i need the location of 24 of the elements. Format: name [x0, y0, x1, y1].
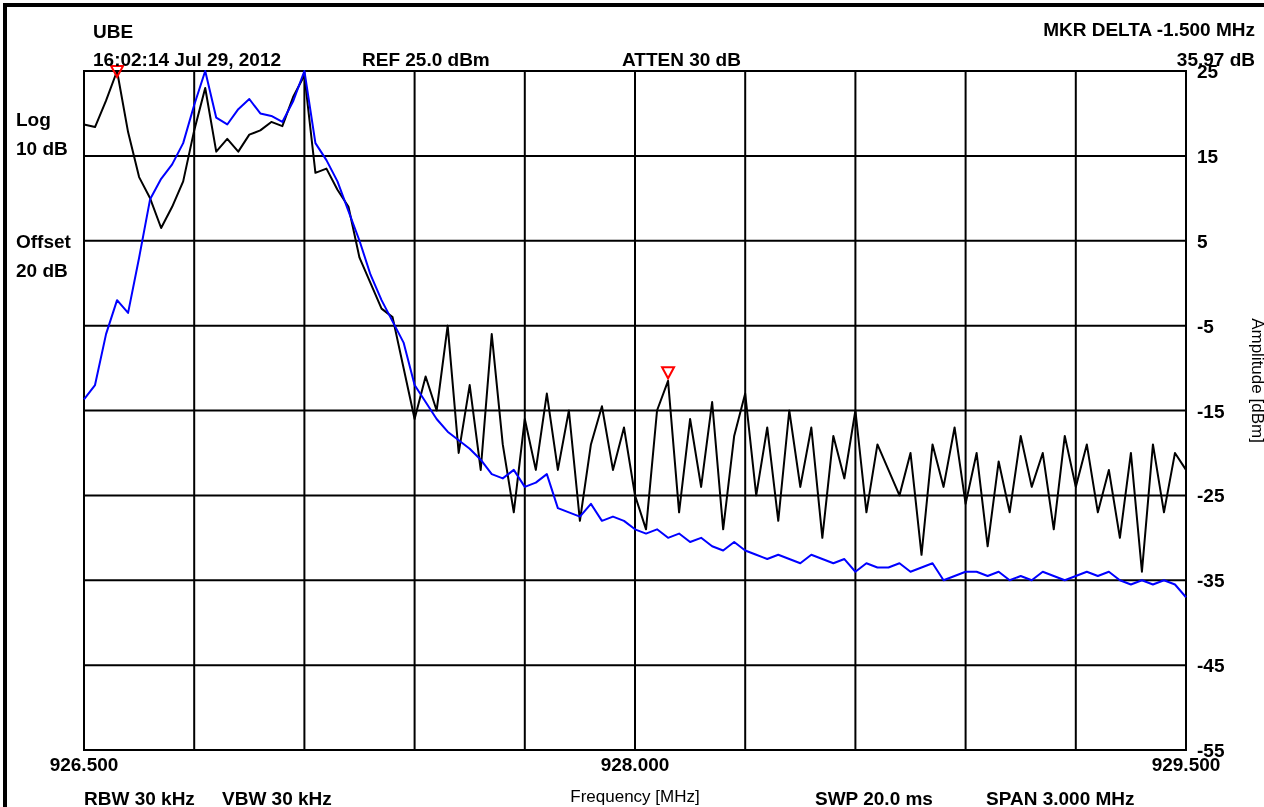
y-tick-label: 5 — [1197, 230, 1208, 252]
text: SPAN 3.000 MHz — [986, 788, 1135, 807]
text: RBW 30 kHz — [84, 788, 195, 807]
y-tick-label: -5 — [1197, 315, 1215, 337]
x-tick-label: 928.000 — [600, 754, 670, 775]
text: MKR DELTA -1.500 MHz — [1043, 19, 1255, 40]
y-tick-label: 15 — [1197, 145, 1219, 167]
text: 10 dB — [16, 138, 68, 159]
text: Offset — [16, 231, 72, 252]
x-tick-label: 926.500 — [49, 754, 119, 775]
text: 16:02:14 Jul 29, 2012 — [93, 49, 282, 70]
text: 20 dB — [16, 260, 68, 281]
y-tick-label: -25 — [1197, 485, 1225, 507]
text: SWP 20.0 ms — [815, 788, 933, 807]
y-tick-label: -35 — [1197, 570, 1225, 592]
x-axis-title: Frequency [MHz] — [570, 787, 700, 806]
text: Log — [16, 109, 51, 130]
chart-title: UBE — [93, 21, 134, 42]
y-tick-label: -45 — [1197, 655, 1225, 677]
text: REF 25.0 dBm — [362, 49, 490, 70]
text: ATTEN 30 dB — [622, 49, 741, 70]
y-tick-label: -15 — [1197, 400, 1225, 422]
text: VBW 30 kHz — [222, 788, 332, 807]
y-axis-title: Amplitude [dBm] — [1248, 318, 1264, 443]
